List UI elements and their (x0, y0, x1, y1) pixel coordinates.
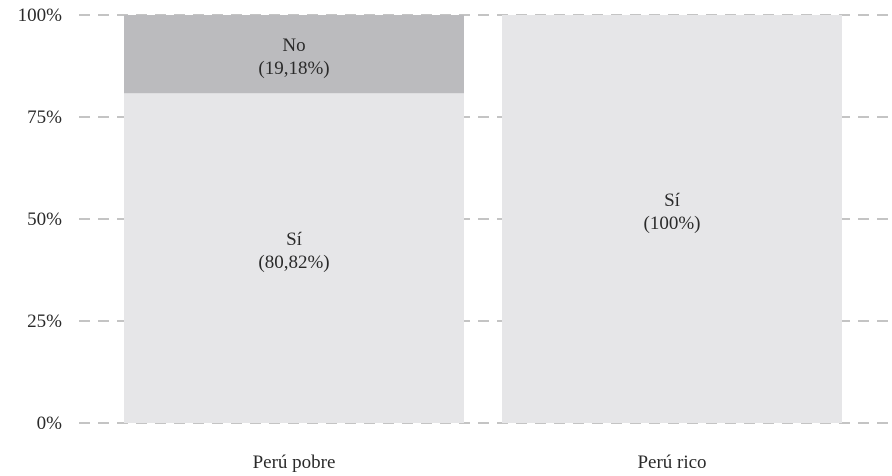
segment-value-label: (19,18%) (258, 58, 329, 79)
y-tick-label: 25% (27, 311, 62, 332)
segment-value-label: (80,82%) (258, 252, 329, 273)
segment-value-label: (100%) (644, 213, 701, 234)
x-axis-category-labels: Perú pobre Perú rico (253, 452, 707, 473)
segment-name-label: Sí (664, 190, 681, 211)
y-axis-tick-labels: 0% 25% 50% 75% 100% (18, 5, 63, 434)
bar-segment (124, 93, 464, 424)
bar-segment (502, 15, 842, 423)
x-category-label: Perú rico (637, 452, 706, 473)
segment-name-label: No (282, 35, 305, 56)
segment-name-label: Sí (286, 229, 303, 250)
y-tick-label: 0% (37, 413, 63, 434)
x-category-label: Perú pobre (253, 452, 336, 473)
y-tick-label: 50% (27, 209, 62, 230)
bar-segment (124, 15, 464, 94)
y-tick-label: 100% (18, 5, 63, 26)
bars: Sí(80,82%)No(19,18%)Sí(100%) (124, 15, 842, 424)
y-tick-label: 75% (27, 107, 62, 128)
